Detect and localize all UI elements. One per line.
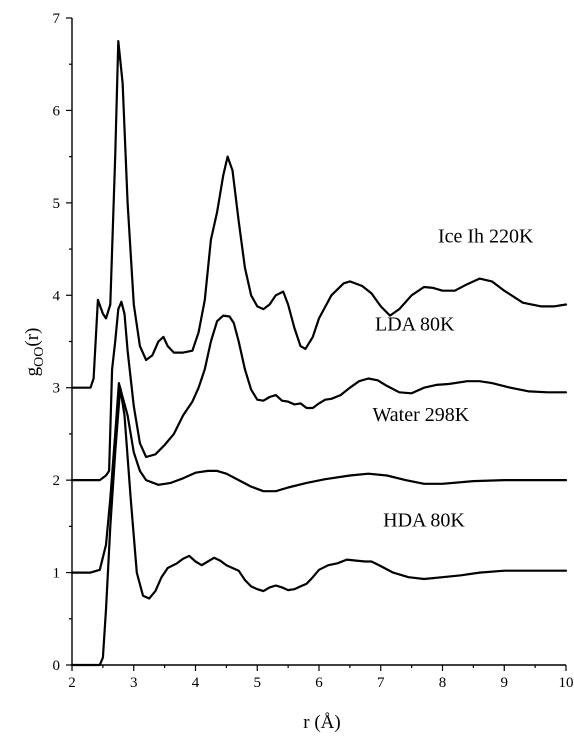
- x-tick-label: 7: [377, 675, 385, 691]
- y-tick-label: 3: [53, 381, 61, 397]
- series-label-1: LDA 80K: [375, 313, 455, 335]
- x-tick-label: 5: [254, 675, 262, 691]
- series-group: [70, 40, 568, 667]
- x-tick-label: 10: [559, 675, 574, 691]
- y-tick-label: 1: [53, 566, 61, 582]
- series-labels: Ice Ih 220K LDA 80K Water 298K HDA 80K: [373, 226, 534, 532]
- series-line-3: [70, 386, 568, 667]
- x-axis-title: r (Å): [303, 712, 340, 733]
- x-tick-label: 4: [192, 675, 200, 691]
- x-tick-label: 3: [130, 675, 138, 691]
- y-axis-title: gOO(r): [22, 328, 47, 377]
- axes: 2 3 4 5 6 7 8 9 10 0 1 2 3 4 5 6 7: [53, 11, 574, 691]
- y-tick-label: 5: [53, 196, 61, 212]
- series-label-3: HDA 80K: [383, 509, 465, 531]
- y-axis-title-main: g: [22, 366, 43, 376]
- y-axis-title-sub: OO: [32, 347, 47, 367]
- series-label-0: Ice Ih 220K: [438, 226, 534, 248]
- x-tick-label: 9: [501, 675, 509, 691]
- series-line-1: [70, 300, 568, 482]
- y-axis-title-tail: (r): [22, 328, 43, 347]
- x-tick-label: 8: [439, 675, 447, 691]
- series-label-2: Water 298K: [373, 404, 470, 426]
- y-tick-label: 7: [53, 11, 61, 27]
- series-line-0: [70, 40, 568, 389]
- series-line-2: [70, 382, 568, 574]
- x-tick-label: 2: [68, 675, 76, 691]
- y-tick-label: 6: [53, 103, 61, 119]
- x-tick-label: 6: [315, 675, 323, 691]
- y-tick-label: 4: [53, 288, 61, 304]
- y-tick-label: 2: [53, 473, 61, 489]
- y-tick-label: 0: [53, 658, 61, 674]
